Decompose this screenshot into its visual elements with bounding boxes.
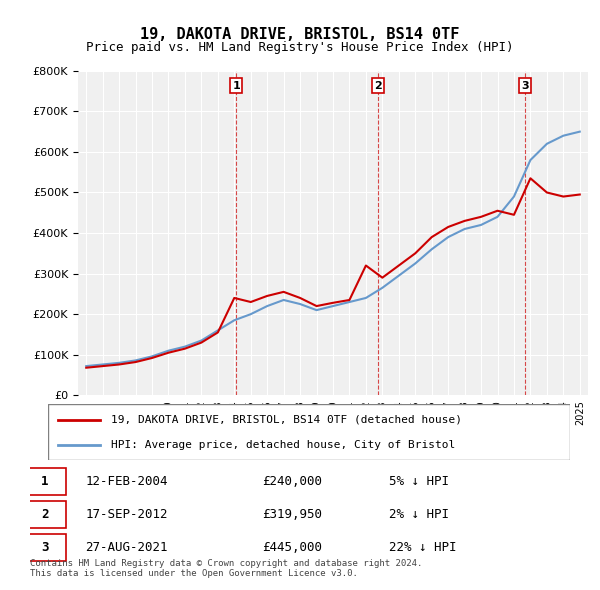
- Text: 2: 2: [41, 508, 49, 522]
- Text: Contains HM Land Registry data © Crown copyright and database right 2024.
This d: Contains HM Land Registry data © Crown c…: [30, 559, 422, 578]
- FancyBboxPatch shape: [25, 468, 66, 495]
- Text: 22% ↓ HPI: 22% ↓ HPI: [389, 541, 457, 555]
- Text: Price paid vs. HM Land Registry's House Price Index (HPI): Price paid vs. HM Land Registry's House …: [86, 41, 514, 54]
- Text: 19, DAKOTA DRIVE, BRISTOL, BS14 0TF: 19, DAKOTA DRIVE, BRISTOL, BS14 0TF: [140, 27, 460, 41]
- FancyBboxPatch shape: [25, 535, 66, 561]
- Text: 1: 1: [232, 80, 240, 90]
- Text: 5% ↓ HPI: 5% ↓ HPI: [389, 475, 449, 489]
- Text: 19, DAKOTA DRIVE, BRISTOL, BS14 0TF (detached house): 19, DAKOTA DRIVE, BRISTOL, BS14 0TF (det…: [110, 415, 461, 425]
- FancyBboxPatch shape: [25, 502, 66, 528]
- FancyBboxPatch shape: [48, 404, 570, 460]
- Text: 27-AUG-2021: 27-AUG-2021: [85, 541, 168, 555]
- Text: 2% ↓ HPI: 2% ↓ HPI: [389, 508, 449, 522]
- Text: HPI: Average price, detached house, City of Bristol: HPI: Average price, detached house, City…: [110, 440, 455, 450]
- Text: 17-SEP-2012: 17-SEP-2012: [85, 508, 168, 522]
- Text: 1: 1: [41, 475, 49, 489]
- Text: 3: 3: [521, 80, 529, 90]
- Text: 12-FEB-2004: 12-FEB-2004: [85, 475, 168, 489]
- Text: £319,950: £319,950: [262, 508, 322, 522]
- Text: £445,000: £445,000: [262, 541, 322, 555]
- Text: £240,000: £240,000: [262, 475, 322, 489]
- Text: 2: 2: [374, 80, 382, 90]
- Text: 3: 3: [41, 541, 49, 555]
